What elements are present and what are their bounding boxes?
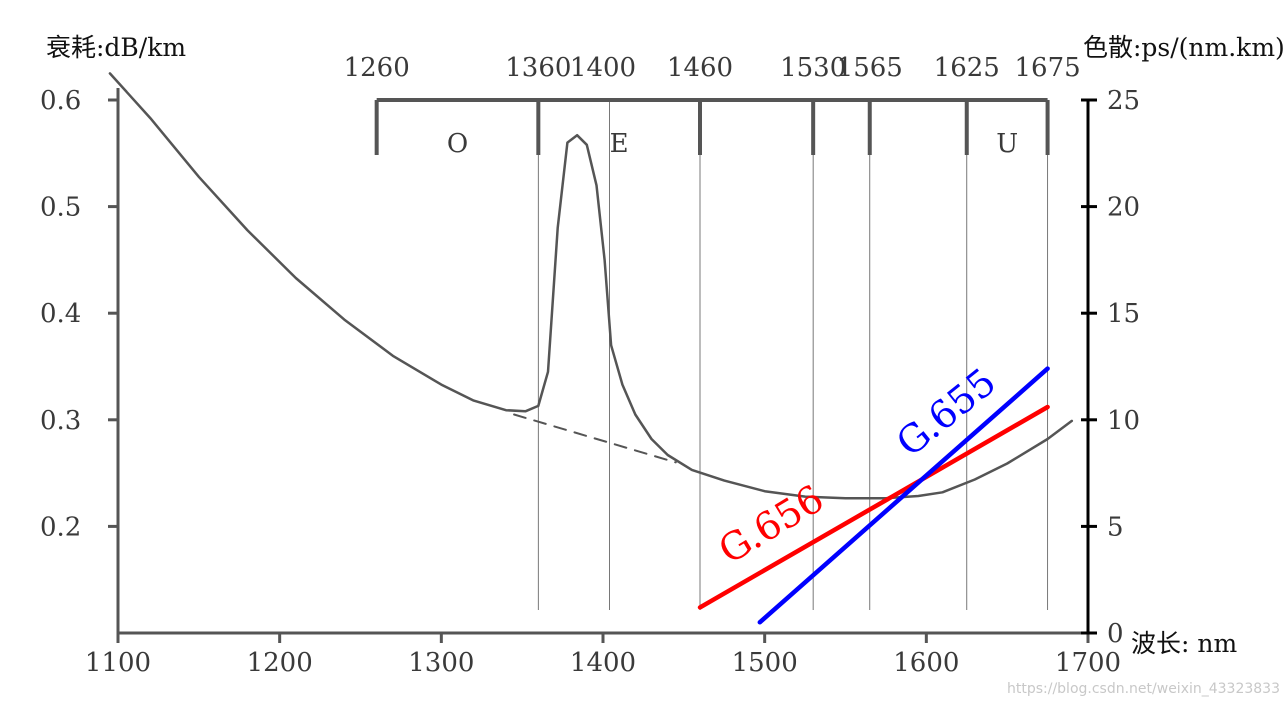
x-tick-label-1300: 1300 [408, 648, 474, 678]
band-name-U: U [996, 129, 1018, 159]
left-tick-label-0.4: 0.4 [40, 299, 81, 329]
series-g-655 [757, 366, 1050, 625]
series-g-656 [697, 404, 1050, 610]
x-tick-label-1700: 1700 [1055, 648, 1121, 678]
x-tick-label-1400: 1400 [570, 648, 636, 678]
left-tick-label-0.2: 0.2 [40, 512, 81, 542]
right-tick-label-5: 5 [1107, 512, 1124, 542]
right-tick-label-20: 20 [1107, 193, 1140, 223]
x-tick-label-1500: 1500 [732, 648, 798, 678]
guide-lines-layer [537, 100, 1049, 610]
band-name-E: E [610, 129, 629, 159]
x-axis-title: 波长: nm [1131, 629, 1237, 658]
band-name-O: O [447, 129, 468, 159]
series-label-g-655: G.655 [888, 359, 1004, 465]
band-top-label-1360: 1360 [505, 53, 571, 83]
band-top-label-1625: 1625 [934, 53, 1000, 83]
series-attenuation-extrapolated [513, 413, 677, 464]
left-tick-label-0.5: 0.5 [40, 193, 81, 223]
x-tick-label-1100: 1100 [85, 648, 151, 678]
band-top-label-1460: 1460 [667, 53, 733, 83]
band-top-label-1675: 1675 [1014, 53, 1080, 83]
right-tick-label-10: 10 [1107, 406, 1140, 436]
right-axis-title: 色散:ps/(nm.km) [1083, 33, 1285, 62]
right-tick-label-0: 0 [1107, 619, 1124, 649]
band-top-label-1260: 1260 [344, 53, 410, 83]
band-top-label-1400: 1400 [570, 53, 636, 83]
left-axis-title: 衰耗:dB/km [46, 33, 186, 62]
band-top-label-1530: 1530 [780, 53, 846, 83]
x-tick-label-1200: 1200 [247, 648, 313, 678]
left-tick-label-0.3: 0.3 [40, 406, 81, 436]
right-tick-label-25: 25 [1107, 86, 1140, 116]
x-tick-label-1600: 1600 [893, 648, 959, 678]
band-top-label-1565: 1565 [837, 53, 903, 83]
watermark: https://blog.csdn.net/weixin_43323833 [1007, 681, 1280, 697]
right-tick-label-15: 15 [1107, 299, 1140, 329]
left-tick-label-0.6: 0.6 [40, 86, 81, 116]
axes-layer: 1100 1200 1300 1400 1500 1600 1700 0.2 0.3 0.4 0.5… [40, 86, 1140, 678]
